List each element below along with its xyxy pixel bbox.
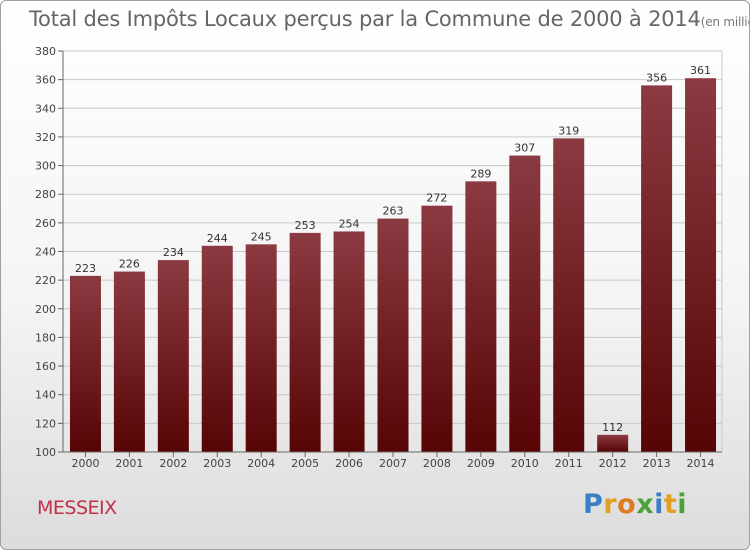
data-label: 356 — [646, 71, 667, 84]
bar — [421, 205, 453, 452]
data-label: 289 — [470, 167, 491, 180]
bar — [289, 232, 321, 452]
x-tick-label: 2011 — [555, 457, 583, 470]
x-tick-label: 2012 — [599, 457, 627, 470]
bar — [157, 260, 189, 452]
data-label: 234 — [163, 246, 184, 259]
bar — [333, 231, 365, 452]
x-tick-label: 2002 — [159, 457, 187, 470]
y-tick-label: 280 — [35, 188, 56, 201]
logo-letter: P — [583, 489, 604, 520]
bar — [113, 271, 145, 452]
bar — [597, 434, 629, 452]
data-label: 244 — [207, 232, 228, 245]
x-tick-label: 2010 — [511, 457, 539, 470]
logo-letter: x — [636, 489, 655, 520]
y-tick-label: 340 — [35, 102, 56, 115]
logo-letter: i — [654, 489, 664, 520]
bar — [685, 78, 717, 452]
bar — [201, 245, 233, 452]
data-label: 319 — [558, 124, 579, 137]
x-tick-label: 2001 — [115, 457, 143, 470]
logo-letter: t — [663, 489, 678, 520]
data-label: 263 — [383, 205, 404, 218]
bar — [641, 85, 673, 452]
bar — [509, 155, 541, 452]
bar — [465, 181, 497, 452]
chart-title: Total des Impôts Locaux perçus par la Co… — [29, 7, 749, 31]
y-tick-label: 380 — [35, 45, 56, 58]
x-tick-label: 2005 — [291, 457, 319, 470]
logo-letter: i — [677, 489, 688, 520]
x-tick-label: 2000 — [71, 457, 99, 470]
data-label: 272 — [426, 192, 447, 205]
y-tick-label: 360 — [35, 74, 56, 87]
x-tick-label: 2013 — [643, 457, 671, 470]
x-tick-label: 2003 — [203, 457, 231, 470]
unit-label: (en milliers d'€) — [700, 15, 749, 29]
bar — [553, 138, 585, 452]
x-tick-label: 2014 — [687, 457, 715, 470]
x-axis: 2000 2001 2002 2003 2004 2005 2006 2007 2008 2009… — [63, 451, 722, 470]
bar — [245, 244, 277, 452]
y-tick-label: 160 — [35, 360, 56, 373]
x-tick-label: 2006 — [335, 457, 363, 470]
y-axis: 100 120 140 160 180 200 220 240 260 280 300 320 340 3… — [35, 45, 64, 459]
commune-name: MESSEIX — [37, 497, 117, 519]
data-label: 254 — [339, 217, 360, 230]
y-tick-label: 320 — [35, 131, 56, 144]
bar — [69, 275, 101, 452]
x-tick-label: 2009 — [467, 457, 495, 470]
y-tick-label: 120 — [35, 417, 56, 430]
bars: 223 226 234 244 245 253 254 263 272 289 307 319 112 3… — [69, 64, 717, 452]
y-tick-label: 260 — [35, 217, 56, 230]
data-label: 361 — [690, 64, 711, 77]
data-label: 223 — [75, 262, 96, 275]
data-label: 245 — [251, 230, 272, 243]
data-label: 112 — [602, 421, 623, 434]
data-label: 307 — [514, 142, 535, 155]
y-tick-label: 100 — [35, 446, 56, 459]
y-tick-label: 200 — [35, 303, 56, 316]
y-tick-label: 140 — [35, 389, 56, 402]
proxiti-logo[interactable]: Proxiti — [583, 489, 687, 520]
logo-letter: o — [617, 489, 637, 520]
x-tick-label: 2007 — [379, 457, 407, 470]
y-tick-label: 300 — [35, 160, 56, 173]
bar — [377, 218, 409, 452]
data-label: 226 — [119, 258, 140, 271]
x-tick-label: 2008 — [423, 457, 451, 470]
y-tick-label: 180 — [35, 331, 56, 344]
y-tick-label: 220 — [35, 274, 56, 287]
x-tick-label: 2004 — [247, 457, 275, 470]
y-tick-label: 240 — [35, 246, 56, 259]
data-label: 253 — [295, 219, 316, 232]
logo-letter: r — [603, 489, 618, 520]
title-text: Total des Impôts Locaux perçus par la Co… — [29, 7, 701, 31]
